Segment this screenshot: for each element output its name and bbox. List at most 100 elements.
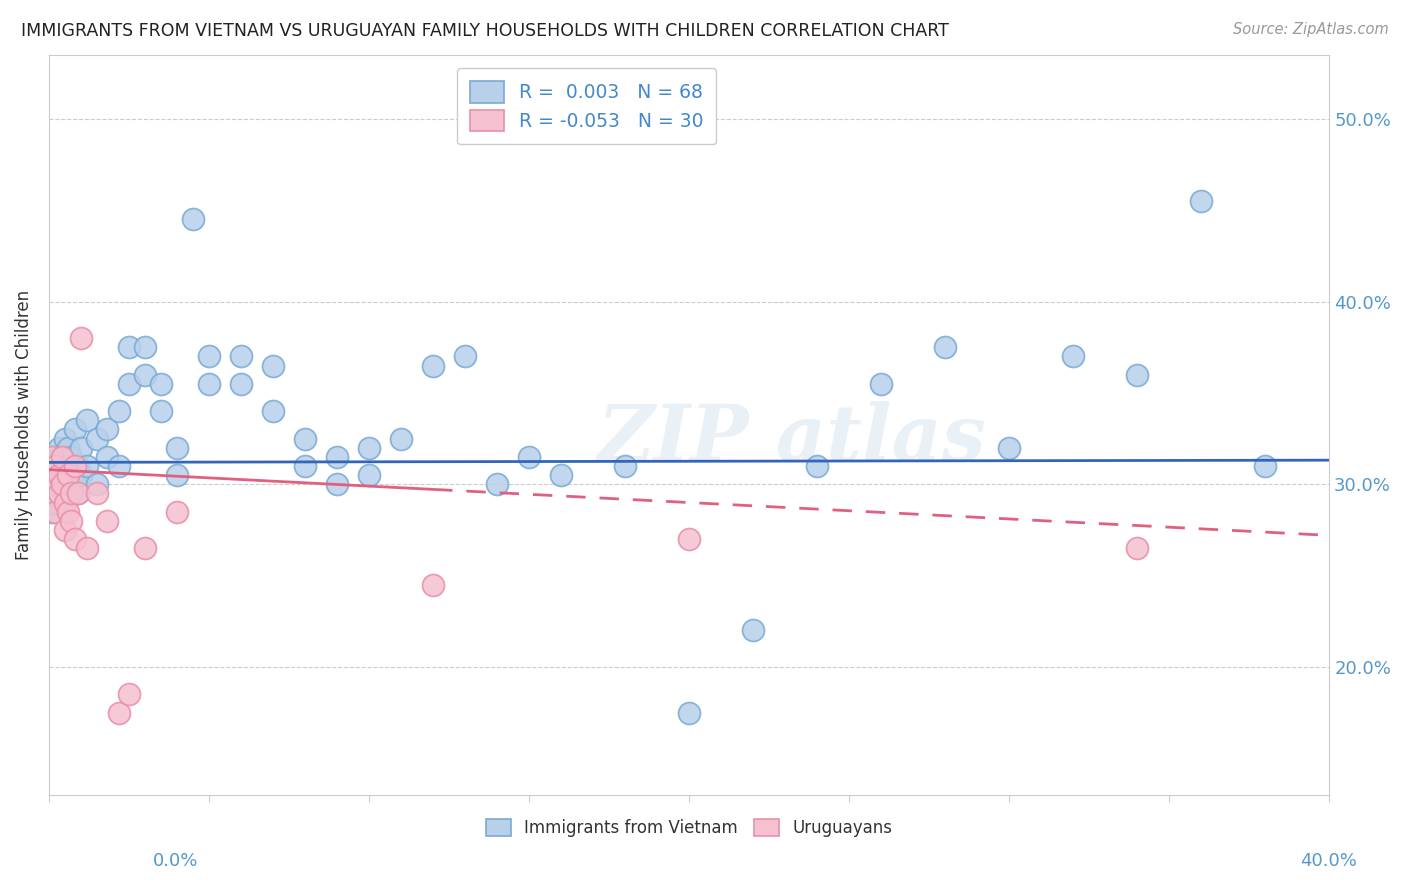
Point (870, 376, 893, 391)
Point (51, 450, 73, 464)
Point (41, 450, 63, 464)
Point (678, 706, 700, 720)
Point (66, 458, 89, 473)
Point (96, 514, 118, 528)
Point (181, 212, 204, 227)
Point (60, 468, 83, 483)
Point (389, 432, 412, 446)
Point (56, 486, 79, 500)
Point (934, 340, 956, 354)
Point (517, 450, 540, 464)
Point (486, 477, 509, 491)
Point (41, 505, 63, 519)
Point (66, 486, 89, 500)
Point (1126, 368, 1149, 382)
Point (63, 422, 86, 436)
Point (108, 706, 131, 720)
Y-axis label: Family Households with Children: Family Households with Children (15, 290, 32, 560)
Point (51, 477, 73, 491)
Point (44, 458, 66, 473)
Point (262, 404, 284, 418)
Point (150, 404, 173, 418)
Point (48, 486, 70, 500)
Point (166, 468, 188, 483)
Point (614, 458, 637, 473)
Point (66, 486, 89, 500)
Point (294, 458, 316, 473)
Text: 0.0%: 0.0% (153, 852, 198, 870)
Point (550, 468, 572, 483)
Text: IMMIGRANTS FROM VIETNAM VS URUGUAYAN FAMILY HOUSEHOLDS WITH CHILDREN CORRELATION: IMMIGRANTS FROM VIETNAM VS URUGUAYAN FAM… (21, 22, 949, 40)
Point (150, 376, 173, 391)
Point (48, 468, 70, 483)
Point (742, 624, 765, 638)
Point (134, 541, 156, 556)
Point (1254, 458, 1277, 473)
Point (198, 376, 221, 391)
Point (76, 413, 98, 427)
Point (108, 404, 131, 418)
Point (44, 458, 66, 473)
Point (41, 468, 63, 483)
Point (70, 468, 93, 483)
Point (118, 340, 141, 354)
Point (53, 523, 76, 537)
Point (86, 486, 108, 500)
Point (678, 532, 700, 546)
Point (454, 350, 477, 364)
Point (166, 505, 188, 519)
Point (294, 432, 316, 446)
Point (41, 468, 63, 483)
Point (134, 368, 156, 382)
Point (422, 577, 444, 591)
Point (53, 458, 76, 473)
Point (60, 450, 83, 464)
Point (70, 441, 93, 455)
Point (44, 477, 66, 491)
Point (41, 486, 63, 500)
Point (60, 514, 83, 528)
Point (357, 441, 380, 455)
Point (108, 458, 131, 473)
Point (53, 432, 76, 446)
Point (63, 532, 86, 546)
Point (41, 486, 63, 500)
Point (998, 441, 1021, 455)
Point (86, 432, 108, 446)
Point (1126, 541, 1149, 556)
Point (806, 458, 828, 473)
Point (134, 340, 156, 354)
Point (63, 458, 86, 473)
Point (198, 350, 221, 364)
Point (422, 359, 444, 373)
Text: Source: ZipAtlas.com: Source: ZipAtlas.com (1233, 22, 1389, 37)
Text: 40.0%: 40.0% (1301, 852, 1357, 870)
Point (76, 541, 98, 556)
Point (229, 350, 252, 364)
Point (56, 505, 79, 519)
Point (1062, 350, 1084, 364)
Point (76, 458, 98, 473)
Point (357, 468, 380, 483)
Point (51, 450, 73, 464)
Point (48, 486, 70, 500)
Point (44, 505, 66, 519)
Point (262, 359, 284, 373)
Point (48, 441, 70, 455)
Point (166, 441, 188, 455)
Point (326, 450, 349, 464)
Point (86, 477, 108, 491)
Point (70, 331, 93, 345)
Point (96, 450, 118, 464)
Point (51, 477, 73, 491)
Point (60, 486, 83, 500)
Legend: Immigrants from Vietnam, Uruguayans: Immigrants from Vietnam, Uruguayans (477, 811, 901, 846)
Point (41, 450, 63, 464)
Point (44, 477, 66, 491)
Point (118, 687, 141, 701)
Point (96, 422, 118, 436)
Point (229, 376, 252, 391)
Point (53, 495, 76, 509)
Point (118, 376, 141, 391)
Point (56, 468, 79, 483)
